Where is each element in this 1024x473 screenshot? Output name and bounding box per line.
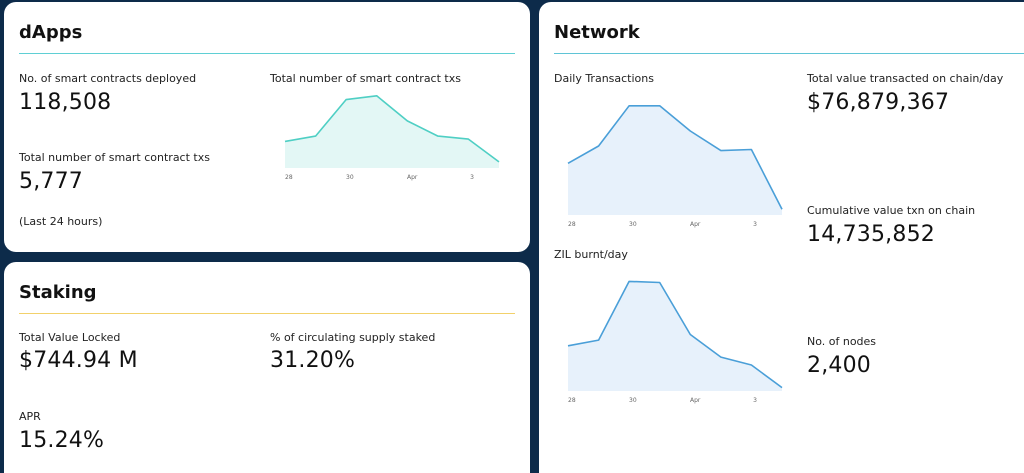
cumulative-value-value: 14,735,852 [807,222,935,247]
x-tick-label: Apr [690,221,701,228]
value-per-day-label: Total value transacted on chain/day [807,72,1004,85]
zil-burnt-label: ZIL burnt/day [554,248,628,261]
chart-series-line [284,94,500,163]
cumulative-value-label: Cumulative value txn on chain [807,204,976,217]
chart-svg: 28 30 Apr 3 [567,280,783,404]
smart-contract-txs-value: 5,777 [19,169,83,194]
nodes-value: 2,400 [807,353,871,378]
x-tick-label: 30 [629,221,637,228]
period-note: (Last 24 hours) [19,215,103,228]
daily-transactions-label: Daily Transactions [554,72,654,85]
chart-area [568,105,782,215]
staking-divider [19,313,515,314]
x-tick-label: 3 [753,221,757,228]
x-tick-label: 30 [629,397,637,404]
chart-svg: 28 30 Apr 3 [284,94,500,181]
supply-staked-label: % of circulating supply staked [270,331,436,344]
chart-area [568,281,782,391]
x-tick-label: 28 [285,174,293,181]
network-divider [554,53,1024,54]
network-title: Network [554,22,640,43]
staking-card: Staking Total Value Locked $744.94 M % o… [4,262,530,473]
tvl-value: $744.94 M [19,348,138,373]
contracts-deployed-value: 118,508 [19,90,112,115]
x-tick-label: 3 [470,174,474,181]
x-tick-label: Apr [407,174,418,181]
tvl-label: Total Value Locked [19,331,121,344]
supply-staked-value: 31.20% [270,348,356,373]
x-tick-label: 28 [568,397,576,404]
chart-area [285,95,499,168]
smart-contract-txs-label: Total number of smart contract txs [19,151,210,164]
dapps-title: dApps [19,22,83,43]
zil-burnt-chart: 28 30 Apr 3 [567,278,783,404]
x-tick-label: Apr [690,397,701,404]
chart-svg: 28 30 Apr 3 [567,105,783,228]
apr-value: 15.24% [19,428,105,453]
dapps-chart-label: Total number of smart contract txs [270,72,461,85]
daily-transactions-chart: 28 30 Apr 3 [567,100,783,228]
x-tick-label: 3 [753,397,757,404]
contracts-deployed-label: No. of smart contracts deployed [19,72,197,85]
x-tick-label: 28 [568,221,576,228]
value-per-day-value: $76,879,367 [807,90,950,115]
chart-series-line [567,105,783,210]
nodes-label: No. of nodes [807,335,877,348]
dapps-divider [19,53,515,54]
apr-label: APR [19,410,41,423]
dapps-txs-chart: 28 30 Apr 3 [284,92,500,181]
network-card: Network Daily Transactions 28 30 Apr 3 ZIL … [539,2,1024,473]
dapps-card: dApps No. of smart contracts deployed 11… [4,2,530,252]
chart-series-line [567,280,783,389]
x-tick-label: 30 [346,174,354,181]
staking-title: Staking [19,282,97,303]
